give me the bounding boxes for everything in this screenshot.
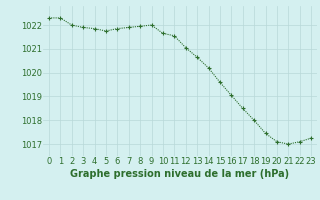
X-axis label: Graphe pression niveau de la mer (hPa): Graphe pression niveau de la mer (hPa) — [70, 169, 290, 179]
